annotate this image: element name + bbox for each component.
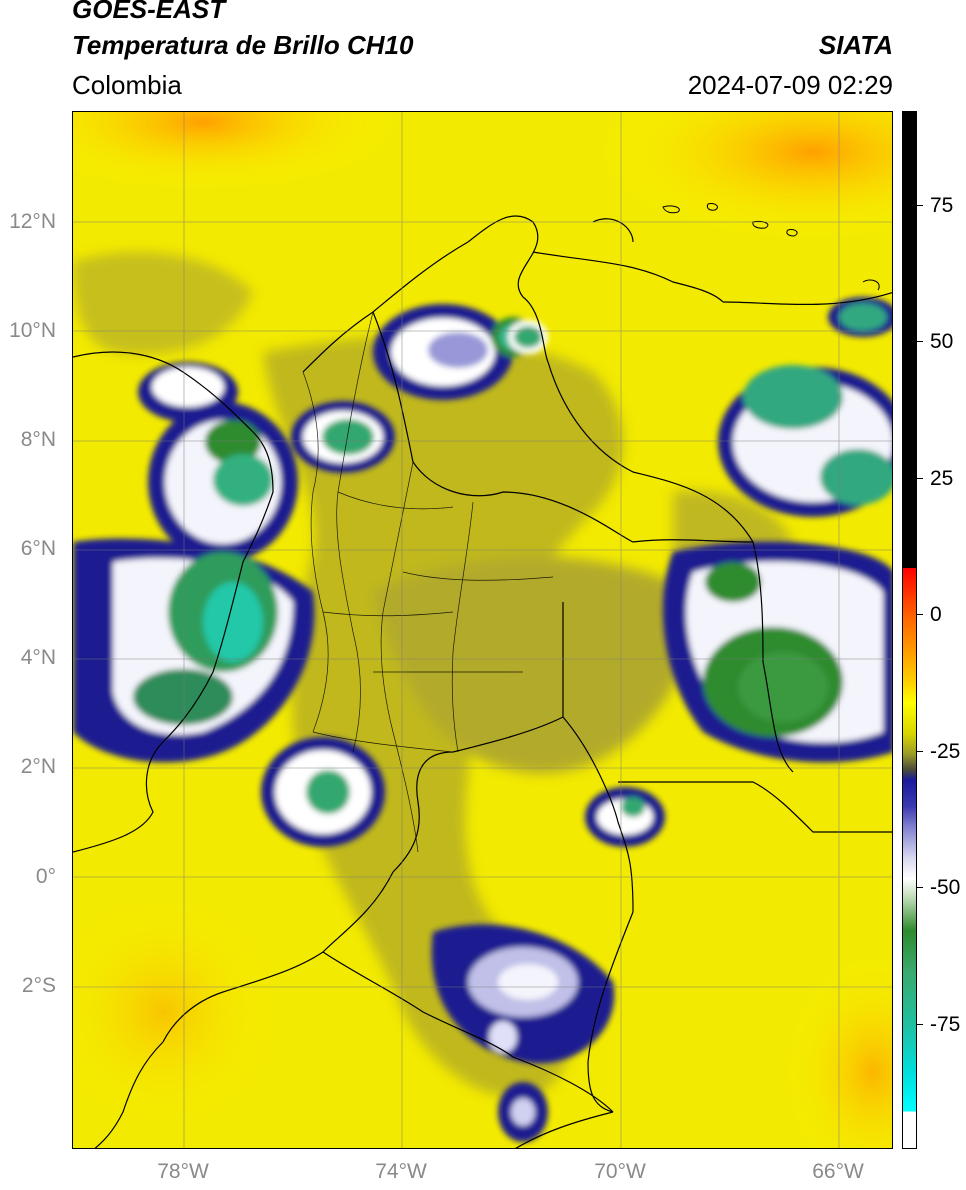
warm-area (593, 112, 892, 242)
datetime-label: 2024-07-09 02:29 (687, 70, 893, 100)
lon-label-70w: 70°W (594, 1160, 646, 1183)
colorbar-tick (917, 614, 923, 615)
graticule (73, 112, 892, 1148)
colorbar-tick (917, 205, 923, 206)
satellite-map[interactable] (72, 111, 893, 1149)
satellite-title: GOES-EAST (72, 0, 226, 24)
lat-label-8n: 8°N (20, 428, 56, 451)
colorbar-label-minus50: -50 (930, 876, 961, 899)
colorbar-tick (917, 887, 923, 888)
boundary-lines (73, 215, 892, 1148)
colorbar-label-75: 75 (930, 194, 954, 217)
product-title: Temperatura de Brillo CH10 (72, 30, 414, 60)
lat-label-4n: 4°N (20, 646, 56, 669)
colorbar-tick (917, 478, 923, 479)
organization-label: SIATA (818, 30, 893, 60)
colorbar-label-50: 50 (930, 330, 954, 353)
lat-label-6n: 6°N (20, 537, 56, 560)
warm-area (73, 892, 283, 1132)
lon-label-66w: 66°W (812, 1160, 864, 1183)
colorbar-tick (917, 341, 923, 342)
warm-area (783, 952, 892, 1148)
mid-cloud-layer (73, 252, 797, 1098)
lat-label-10n: 10°N (9, 319, 56, 342)
department-lines (302, 311, 554, 853)
colorbar-tick (917, 1024, 923, 1025)
colorbar-label-0: 0 (930, 603, 942, 626)
colorbar-label-25: 25 (930, 467, 954, 490)
colorbar (902, 111, 917, 1149)
map-canvas (73, 112, 892, 1148)
colorbar-tick (917, 751, 923, 752)
colorbar-label-minus75: -75 (930, 1013, 961, 1036)
convective-cells (73, 297, 892, 1142)
lat-label-2n: 2°N (20, 755, 56, 778)
lat-label-12n: 12°N (9, 210, 56, 233)
warm-area (73, 112, 403, 192)
lat-label-2s: 2°S (21, 974, 56, 997)
lat-label-0: 0° (35, 865, 56, 888)
colorbar-label-minus25: -25 (930, 740, 961, 763)
lon-label-74w: 74°W (375, 1160, 427, 1183)
lon-label-78w: 78°W (157, 1160, 209, 1183)
region-label: Colombia (72, 70, 182, 100)
